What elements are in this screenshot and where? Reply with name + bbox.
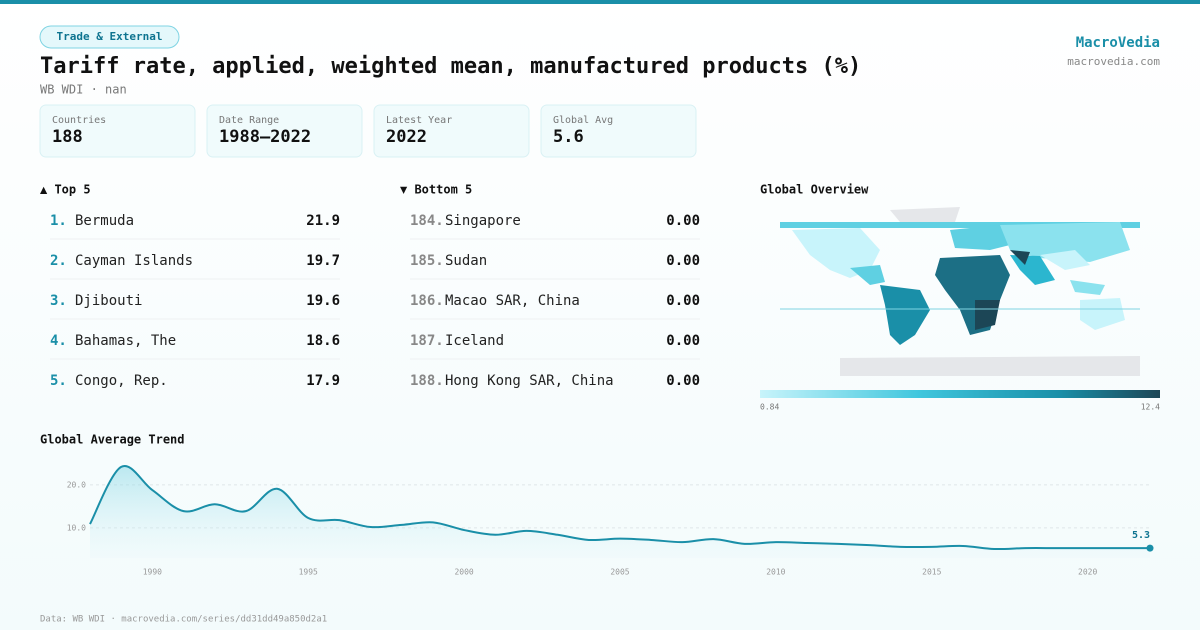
legend-min: 0.84 [760, 403, 779, 412]
country-name: Djibouti [75, 293, 142, 309]
map-title: Global Overview [760, 183, 869, 197]
country-name: Bermuda [75, 213, 134, 229]
rank: 184. [410, 213, 444, 229]
list-heading: ▲ Top 5 [40, 183, 91, 197]
country-value: 17.9 [306, 373, 340, 389]
country-name: Hong Kong SAR, China [445, 373, 614, 389]
country-name: Cayman Islands [75, 253, 193, 269]
list-heading: ▼ Bottom 5 [400, 183, 472, 197]
rank: 4. [50, 333, 67, 349]
country-value: 0.00 [666, 333, 700, 349]
rank: 3. [50, 293, 67, 309]
stat-label: Date Range [219, 115, 279, 126]
country-value: 21.9 [306, 213, 340, 229]
country-value: 19.6 [306, 293, 340, 309]
stat-value: 5.6 [553, 127, 584, 147]
stat-label: Latest Year [386, 115, 452, 126]
country-name: Singapore [445, 213, 521, 229]
rank: 5. [50, 373, 67, 389]
country-value: 0.00 [666, 373, 700, 389]
stat-value: 1988–2022 [219, 127, 311, 147]
rank: 2. [50, 253, 67, 269]
y-tick-label: 10.0 [67, 523, 86, 532]
chart-title: Global Average Trend [40, 433, 185, 447]
x-tick-label: 2015 [922, 568, 941, 577]
x-tick-label: 1990 [143, 568, 162, 577]
x-tick-label: 2020 [1078, 568, 1097, 577]
country-value: 19.7 [306, 253, 340, 269]
country-value: 0.00 [666, 293, 700, 309]
rank: 186. [410, 293, 444, 309]
country-value: 0.00 [666, 253, 700, 269]
site: macrovedia.com [1067, 55, 1160, 68]
badge [39, 25, 180, 49]
stat-card [206, 104, 363, 158]
color-bar [760, 390, 1160, 398]
country-name: Macao SAR, China [445, 293, 580, 309]
x-tick-label: 2005 [610, 568, 629, 577]
stat-card [373, 104, 530, 158]
subtitle: WB WDI · nan [40, 83, 127, 97]
footer: Data: WB WDI · macrovedia.com/series/dd3… [40, 615, 327, 625]
trend-area [90, 465, 1150, 558]
stat-card [540, 104, 697, 158]
stat-value: 2022 [386, 127, 427, 147]
end-label: 5.3 [1132, 530, 1150, 541]
country-value: 0.00 [666, 213, 700, 229]
y-tick-label: 20.0 [67, 480, 86, 489]
country-value: 18.6 [306, 333, 340, 349]
country-name: Iceland [445, 333, 504, 349]
stat-label: Global Avg [553, 115, 613, 126]
x-tick-label: 1995 [299, 568, 318, 577]
rank: 188. [410, 373, 444, 389]
stat-card [39, 104, 196, 158]
legend-max: 12.4 [1141, 403, 1160, 412]
rank: 187. [410, 333, 444, 349]
badge-text: Trade & External [57, 30, 163, 43]
rank: 1. [50, 213, 67, 229]
trend-line [89, 464, 1150, 551]
brand: MacroVedia [1076, 35, 1160, 51]
x-tick-label: 2000 [454, 568, 473, 577]
stat-value: 188 [52, 127, 83, 147]
stat-label: Countries [52, 115, 106, 126]
country-name: Sudan [445, 253, 487, 269]
country-name: Congo, Rep. [75, 373, 168, 389]
title: Tariff rate, applied, weighted mean, man… [40, 54, 861, 79]
end-point [1146, 544, 1154, 552]
country-name: Bahamas, The [75, 333, 176, 349]
rank: 185. [410, 253, 444, 269]
top-bar [0, 0, 1200, 4]
x-tick-label: 2010 [766, 568, 785, 577]
world-map [780, 207, 1140, 376]
